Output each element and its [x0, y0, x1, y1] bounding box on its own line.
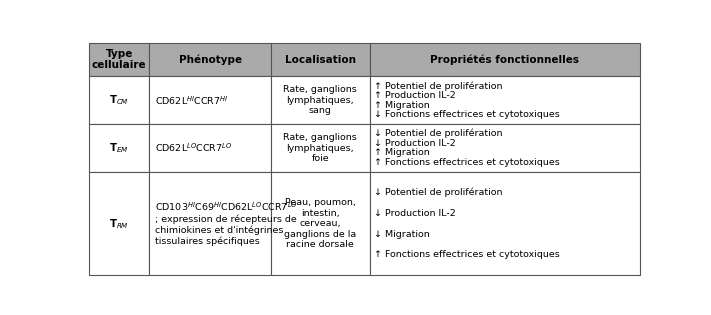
Bar — [89, 172, 149, 276]
Text: ↑ Fonctions effectrices et cytotoxiques: ↑ Fonctions effectrices et cytotoxiques — [374, 158, 560, 167]
Bar — [89, 77, 149, 124]
Text: ↓ Production IL-2: ↓ Production IL-2 — [374, 209, 456, 218]
Text: ↑ Migration: ↑ Migration — [374, 100, 430, 110]
Text: ↑ Migration: ↑ Migration — [374, 148, 430, 157]
Bar — [149, 124, 271, 172]
Text: Propriétés fonctionnelles: Propriétés fonctionnelles — [430, 54, 579, 65]
Text: T$_{RM}$: T$_{RM}$ — [109, 217, 129, 231]
Bar — [271, 172, 370, 276]
Text: ↓ Fonctions effectrices et cytotoxiques: ↓ Fonctions effectrices et cytotoxiques — [374, 110, 560, 119]
Text: ↑ Fonctions effectrices et cytotoxiques: ↑ Fonctions effectrices et cytotoxiques — [374, 250, 560, 259]
Bar — [149, 77, 271, 124]
Text: ↓ Potentiel de prolifération: ↓ Potentiel de prolifération — [374, 129, 503, 139]
Text: Rate, ganglions
lymphatiques,
foie: Rate, ganglions lymphatiques, foie — [284, 133, 357, 163]
Bar — [89, 43, 149, 77]
Text: T$_{CM}$: T$_{CM}$ — [109, 93, 129, 107]
Bar — [370, 43, 640, 77]
Text: ↓ Potentiel de prolifération: ↓ Potentiel de prolifération — [374, 188, 503, 198]
Bar — [271, 77, 370, 124]
Text: Peau, poumon,
intestin,
cerveau,
ganglions de la
racine dorsale: Peau, poumon, intestin, cerveau, ganglio… — [284, 198, 356, 249]
Bar — [149, 43, 271, 77]
Bar — [271, 43, 370, 77]
Text: Rate, ganglions
lymphatiques,
sang: Rate, ganglions lymphatiques, sang — [284, 85, 357, 115]
Bar — [89, 124, 149, 172]
Bar — [271, 124, 370, 172]
Text: Type
cellulaire: Type cellulaire — [92, 49, 146, 70]
Bar — [370, 172, 640, 276]
Text: CD103$^{HI}$C69$^{HI}$CD62L$^{LO}$CCR7$^{LO}$
; expression de récepteurs de
chim: CD103$^{HI}$C69$^{HI}$CD62L$^{LO}$CCR7$^… — [155, 201, 298, 247]
Text: ↑ Potentiel de prolifération: ↑ Potentiel de prolifération — [374, 81, 503, 91]
Text: ↑ Production IL-2: ↑ Production IL-2 — [374, 91, 456, 100]
Text: Localisation: Localisation — [285, 54, 356, 65]
Text: ↓ Migration: ↓ Migration — [374, 230, 430, 238]
Bar — [149, 172, 271, 276]
Text: CD62L$^{LO}$CCR7$^{LO}$: CD62L$^{LO}$CCR7$^{LO}$ — [155, 142, 232, 154]
Bar — [370, 77, 640, 124]
Text: ↓ Production IL-2: ↓ Production IL-2 — [374, 139, 456, 148]
Text: CD62L$^{HI}$CCR7$^{HI}$: CD62L$^{HI}$CCR7$^{HI}$ — [155, 94, 228, 106]
Text: Phénotype: Phénotype — [178, 54, 242, 65]
Bar — [370, 124, 640, 172]
Text: T$_{EM}$: T$_{EM}$ — [109, 141, 129, 155]
